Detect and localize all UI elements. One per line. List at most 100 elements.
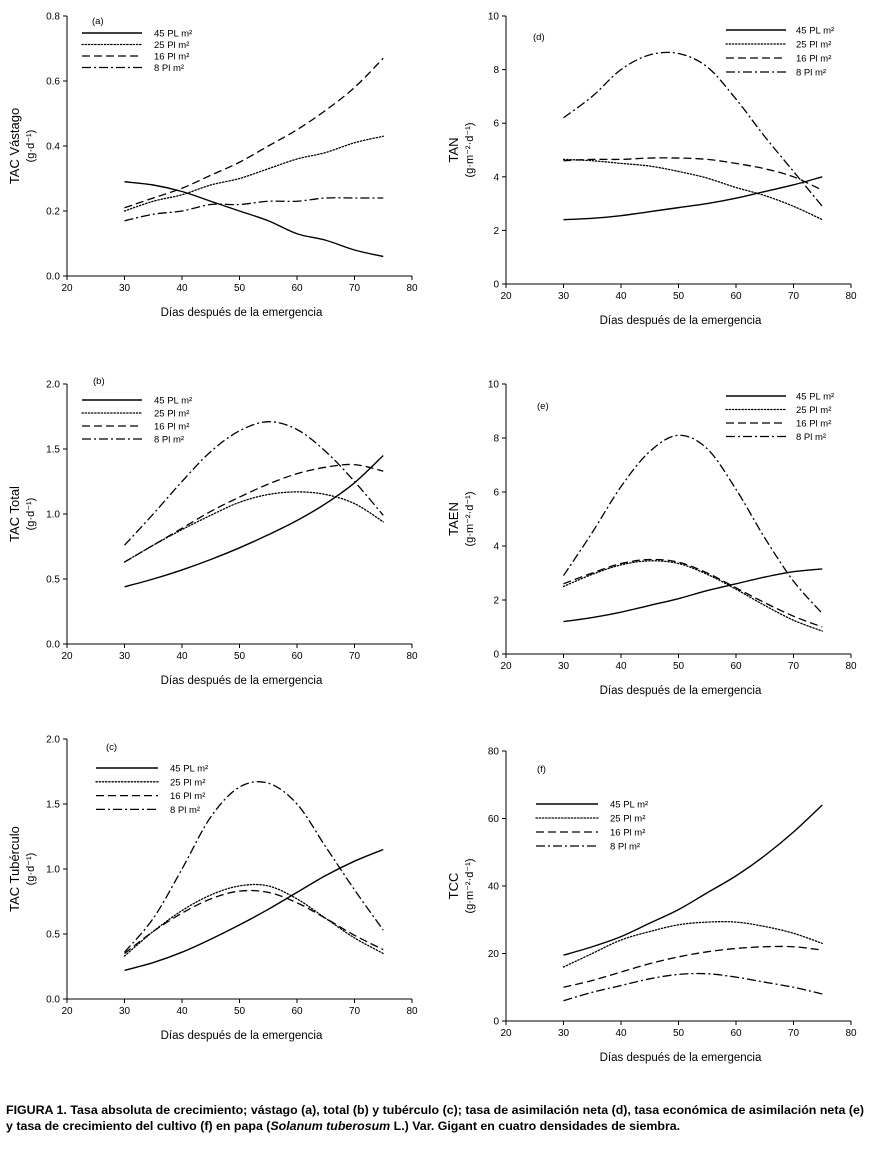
y-tick-label: 0.0: [46, 995, 60, 1006]
series-line-dashed: [124, 463, 384, 563]
legend-label: 25 Pl m²: [796, 405, 831, 416]
y-axis-title: TAEN: [446, 502, 461, 536]
x-tick-label: 70: [349, 651, 361, 662]
y-tick-label: 40: [488, 882, 500, 893]
panel-label: (e): [537, 401, 549, 412]
x-tick-label: 20: [61, 651, 73, 662]
series-line-dashdot: [124, 421, 384, 546]
y-tick-label: 0.0: [46, 272, 60, 283]
x-tick-label: 40: [176, 1006, 188, 1017]
series-line-dashdot: [563, 51, 823, 207]
x-tick-label: 20: [500, 291, 512, 302]
series-line-solid: [563, 176, 823, 221]
series-line-dotted: [562, 560, 823, 632]
y-axis-units: (g·d⁻¹): [25, 498, 37, 531]
y-tick-label: 10: [488, 12, 500, 23]
x-tick-label: 50: [673, 1028, 685, 1039]
legend-label: 8 Pl m²: [796, 432, 826, 443]
x-tick-label: 60: [291, 651, 303, 662]
x-tick-label: 60: [730, 661, 742, 672]
legend-label: 16 Pl m²: [610, 828, 645, 839]
y-tick-label: 20: [488, 949, 500, 960]
series-line-dashdot: [562, 434, 823, 614]
y-axis-units: (g·d⁻¹): [25, 130, 37, 163]
y-tick-label: 0.5: [46, 575, 60, 586]
y-tick-label: 0.6: [46, 77, 60, 88]
legend-label: 45 PL m²: [610, 800, 648, 811]
legend-label: 25 Pl m²: [154, 409, 189, 420]
chart-panel-d: 20 30 40 50 60 70 80 0 2 4 6 8 10 Días después de la …: [446, 12, 857, 328]
x-tick-label: 30: [558, 661, 570, 672]
y-tick-label: 0.5: [46, 930, 60, 941]
legend-label: 8 Pl m²: [610, 842, 640, 853]
x-tick-label: 20: [500, 1028, 512, 1039]
x-tick-label: 80: [845, 661, 857, 672]
x-tick-label: 80: [845, 291, 857, 302]
y-tick-label: 0.0: [46, 640, 60, 651]
y-axis-title: TCC: [446, 873, 461, 900]
x-tick-label: 70: [788, 291, 800, 302]
y-tick-label: 10: [488, 380, 500, 391]
series-line-solid: [124, 848, 384, 972]
series-line-dotted: [123, 135, 384, 212]
caption-species: Solanum tuberosum: [270, 1119, 391, 1133]
y-tick-label: 2.0: [46, 380, 60, 391]
series-line-dashdot: [124, 781, 384, 953]
y-tick-label: 0: [493, 1017, 499, 1028]
x-tick-label: 60: [730, 291, 742, 302]
x-tick-label: 70: [788, 661, 800, 672]
legend-label: 16 Pl m²: [154, 422, 189, 433]
series-line-dashed: [563, 945, 823, 988]
series-line-dotted: [123, 883, 384, 957]
x-tick-label: 50: [234, 1006, 246, 1017]
x-axis-title: Días después de la emergencia: [161, 307, 323, 319]
x-tick-label: 70: [349, 1006, 361, 1017]
y-axis-title: TAN: [446, 137, 461, 162]
caption-text-after: L.) Var. Gigant en cuatro densidades de …: [390, 1119, 681, 1133]
x-tick-label: 30: [119, 651, 131, 662]
y-tick-label: 2.0: [46, 735, 60, 746]
x-tick-label: 80: [406, 651, 418, 662]
x-tick-label: 30: [119, 1006, 131, 1017]
legend-label: 8 Pl m²: [796, 68, 826, 79]
y-tick-label: 0: [493, 280, 499, 291]
y-tick-label: 60: [488, 814, 500, 825]
x-axis-title: Días después de la emergencia: [600, 685, 762, 697]
series-line-dashed: [124, 889, 384, 955]
y-tick-label: 6: [493, 119, 499, 130]
legend-label: 45 PL m²: [170, 764, 208, 775]
chart-panel-b: 20 30 40 50 60 70 80 0.0 0.5 1.0 1.5 2.0 Días despué…: [7, 376, 418, 687]
legend-label: 16 Pl m²: [170, 791, 205, 802]
y-tick-label: 4: [493, 172, 499, 183]
x-tick-label: 70: [788, 1028, 800, 1039]
x-axis-title: Días después de la emergencia: [161, 1030, 323, 1042]
x-axis-title: Días después de la emergencia: [161, 675, 323, 687]
legend-label: 25 Pl m²: [796, 40, 831, 51]
y-tick-label: 6: [493, 488, 499, 499]
y-tick-label: 4: [493, 542, 499, 553]
panel-label: (d): [533, 32, 545, 43]
y-tick-label: 8: [493, 434, 499, 445]
x-tick-label: 50: [234, 283, 246, 294]
series-line-dashdot: [563, 972, 823, 1002]
x-tick-label: 40: [615, 1028, 627, 1039]
x-tick-label: 20: [61, 1006, 73, 1017]
chart-panel-a: 20 30 40 50 60 70 80 0.0 0.2 0.4 0.6 0.8 Días despué…: [7, 12, 418, 320]
x-axis-title: Días después de la emergencia: [600, 315, 762, 327]
y-axis-title: TAC Tubérculo: [7, 826, 22, 912]
x-tick-label: 40: [176, 283, 188, 294]
y-axis-units: (g·d⁻¹): [25, 853, 37, 886]
y-tick-label: 1.5: [46, 800, 60, 811]
y-tick-label: 1.0: [46, 510, 60, 521]
x-axis-title: Días después de la emergencia: [600, 1052, 762, 1064]
chart-panel-e: 20 30 40 50 60 70 80 0 2 4 6 8 10 Días después de la …: [446, 380, 857, 698]
x-tick-label: 40: [176, 651, 188, 662]
y-tick-label: 0: [493, 650, 499, 661]
x-tick-label: 20: [500, 661, 512, 672]
y-axis-units: (g·m⁻²·d⁻¹): [464, 123, 476, 178]
series-line-solid: [124, 454, 384, 588]
panel-label: (c): [106, 742, 117, 753]
y-tick-label: 1.5: [46, 445, 60, 456]
legend-label: 25 Pl m²: [170, 777, 205, 788]
